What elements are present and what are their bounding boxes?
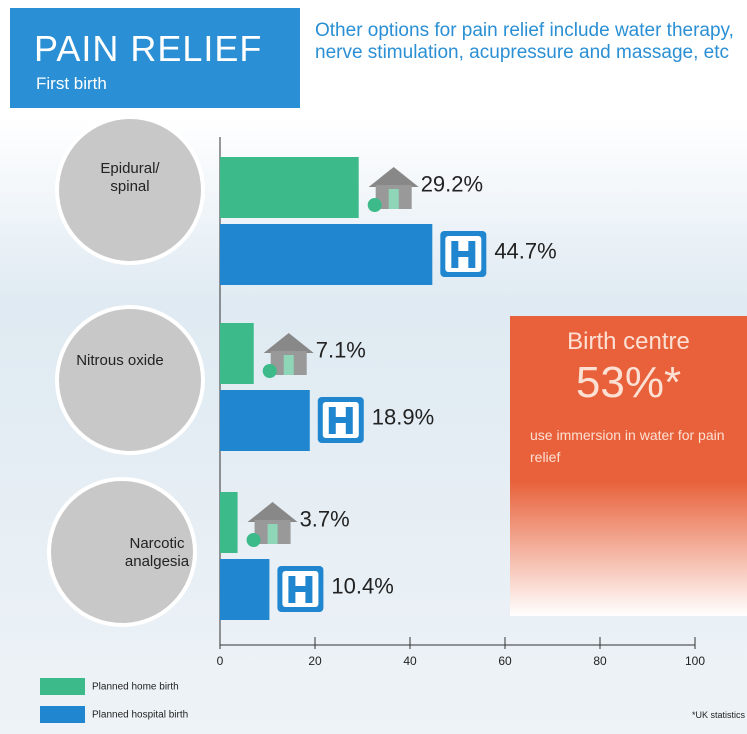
hospital-icon (440, 231, 487, 277)
callout-title: Birth centre (567, 328, 690, 355)
hospital-icon (317, 397, 364, 443)
legend-label: Planned home birth (92, 682, 179, 693)
title: PAIN RELIEF (34, 28, 263, 69)
bar (220, 492, 238, 553)
value-label: 29.2% (421, 171, 483, 196)
callout-value: 53%* (575, 358, 682, 407)
legend-label: Planned hospital birth (92, 710, 188, 721)
callout: Birth centre 53%* use immersion in water… (510, 316, 747, 616)
value-label: 18.9% (372, 404, 434, 429)
value-label: 3.7% (300, 506, 350, 531)
footnote: *UK statistics (691, 710, 745, 720)
subtitle: First birth (36, 74, 107, 93)
value-label: 44.7% (494, 238, 556, 263)
value-label: 10.4% (331, 573, 393, 598)
x-tick-label: 20 (308, 654, 322, 668)
hospital-icon (277, 566, 324, 612)
bar (220, 224, 433, 285)
legend-swatch (40, 678, 85, 695)
bar (220, 390, 310, 451)
category-label: Epidural/ spinal (100, 160, 160, 195)
x-tick-label: 80 (593, 654, 607, 668)
bar (220, 323, 254, 384)
x-tick-label: 60 (498, 654, 512, 668)
category-label: Nitrous oxide (76, 352, 164, 369)
callout-text: use immersion in water for pain relief (530, 427, 725, 465)
bar (220, 157, 359, 218)
x-tick-label: 40 (403, 654, 417, 668)
x-tick-label: 0 (217, 654, 224, 668)
bar (220, 559, 270, 620)
home-icon (246, 502, 298, 547)
legend-swatch (40, 706, 85, 723)
value-label: 7.1% (316, 337, 366, 362)
title-box: PAIN RELIEF First birth (10, 8, 300, 108)
x-tick-label: 100 (685, 654, 705, 668)
home-icon (367, 167, 419, 212)
category-label: Narcotic analgesia (124, 535, 190, 570)
note: Other options for pain relief include wa… (315, 20, 734, 63)
home-icon (262, 333, 314, 378)
